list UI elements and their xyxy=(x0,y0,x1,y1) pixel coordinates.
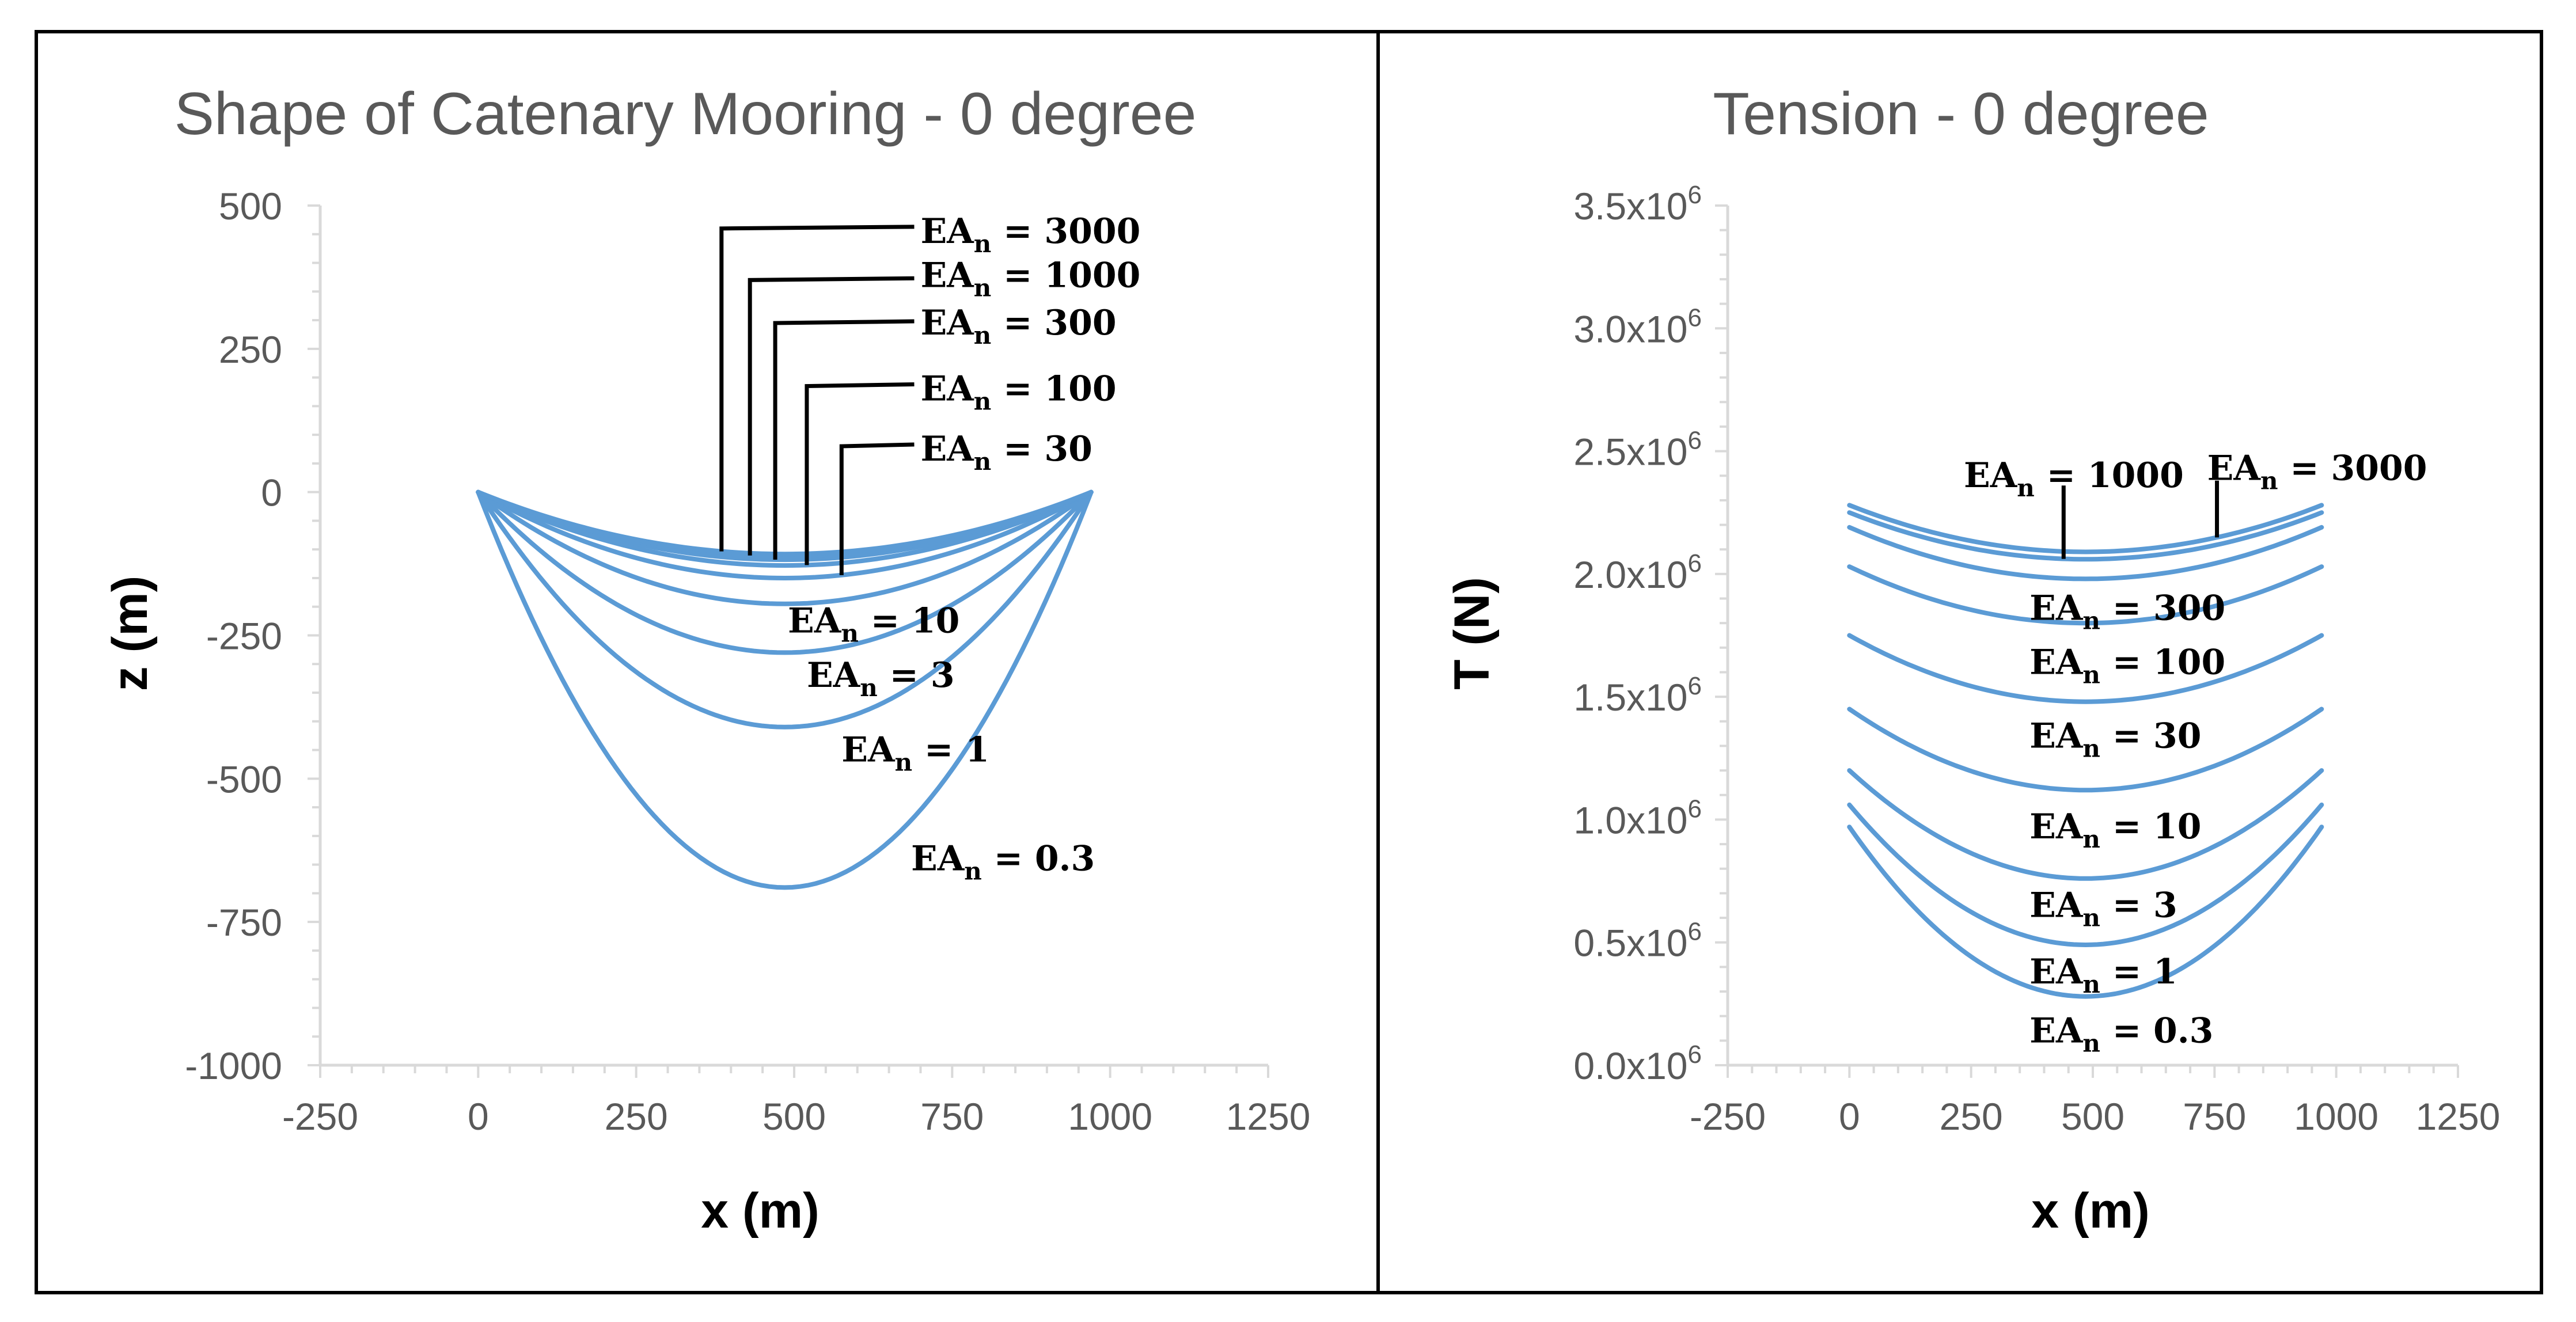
tension-curve-ean-1000 xyxy=(1847,510,2324,562)
shape-chart-y-axis-label: z (m) xyxy=(103,576,158,692)
shape-leader-ean-1000 xyxy=(748,276,915,556)
tension-curve-ean-10 xyxy=(1847,706,2324,793)
shape-curve-ean-3000 xyxy=(476,489,1094,557)
shape-curve-ean-10 xyxy=(476,489,1094,606)
tension-curve-ean-300 xyxy=(1847,525,2324,582)
shape-x-tick-label: -250 xyxy=(282,1095,358,1138)
tension-curve-ean-100 xyxy=(1847,564,2324,626)
tension-label-ean-0-3: EAn = 0.3 xyxy=(2029,1011,2213,1057)
shape-label-ean-3: EAn = 3 xyxy=(807,655,955,702)
shape-label-ean-3000: EAn = 3000 xyxy=(920,211,1140,258)
shape-chart: Shape of Catenary Mooring - 0 degree x (… xyxy=(103,81,1310,1239)
shape-y-tick-label: -500 xyxy=(206,758,282,800)
tension-curve-ean-1 xyxy=(1847,802,2324,947)
shape-chart-axes: -250 0 250 500 750 1000 1250 -1000 -750 -500 -250 0… xyxy=(185,185,1310,1138)
shape-label-ean-100: EAn = 100 xyxy=(920,369,1116,416)
shape-label-ean-30: EAn = 30 xyxy=(920,429,1092,476)
tension-label-ean-30: EAn = 30 xyxy=(2029,716,2201,762)
shape-label-ean-10: EAn = 10 xyxy=(788,601,959,648)
right-panel-border xyxy=(1376,30,2543,1294)
shape-x-tick-label: 500 xyxy=(762,1095,826,1138)
shape-curve-ean-30 xyxy=(476,489,1094,580)
shape-y-tick-label: 250 xyxy=(219,328,282,371)
shape-y-tick-label: 500 xyxy=(219,185,282,227)
tension-y-tick-label: 0.5x106 xyxy=(1573,918,1702,964)
shape-leader-ean-100 xyxy=(805,382,915,565)
shape-curve-ean-1 xyxy=(476,489,1094,730)
tension-chart-title: Tension - 0 degree xyxy=(1713,81,2209,147)
shape-y-tick-label: -750 xyxy=(206,901,282,944)
tension-chart-x-axis-label: x (m) xyxy=(2031,1183,2149,1239)
shape-y-tick-label: -1000 xyxy=(185,1044,282,1087)
tension-chart-curves xyxy=(1847,503,2324,999)
shape-leader-ean-300 xyxy=(773,319,915,560)
tension-chart-y-axis-label: T (N) xyxy=(1444,577,1500,690)
tension-curve-ean-0-3 xyxy=(1847,825,2324,999)
tension-y-tick-label: 0.0x106 xyxy=(1573,1040,1702,1087)
tension-y-tick-label: 2.0x106 xyxy=(1573,549,1702,596)
shape-label-ean-300: EAn = 300 xyxy=(920,303,1116,350)
tension-y-tick-label: 3.0x106 xyxy=(1573,303,1702,350)
shape-label-ean-1: EAn = 1 xyxy=(841,730,989,777)
shape-chart-x-axis-label: x (m) xyxy=(701,1183,819,1239)
shape-x-tick-label: 1000 xyxy=(1068,1095,1152,1138)
shape-curve-ean-100 xyxy=(476,489,1094,568)
tension-label-ean-100: EAn = 100 xyxy=(2029,642,2225,689)
shape-chart-curves xyxy=(476,489,1094,890)
tension-x-tick-label: 0 xyxy=(1839,1095,1860,1138)
tension-chart-axes: -250 0 250 500 750 1000 1250 0.0x106 0.5x106 1.0x… xyxy=(1573,181,2500,1138)
tension-label-ean-1000: EAn = 1000 xyxy=(1964,455,2184,502)
shape-label-ean-1000: EAn = 1000 xyxy=(920,255,1140,302)
tension-curve-ean-30 xyxy=(1847,633,2324,704)
shape-curve-ean-0-3 xyxy=(476,489,1094,890)
tension-x-tick-label: 1000 xyxy=(2294,1095,2378,1138)
shape-leader-ean-3000 xyxy=(719,225,915,552)
shape-label-ean-0-3: EAn = 0.3 xyxy=(911,839,1095,886)
shape-x-tick-label: 250 xyxy=(605,1095,668,1138)
tension-y-tick-label: 1.0x106 xyxy=(1573,795,1702,841)
tension-chart-annotations: EAn = 1000 EAn = 3000 EAn = 300 EAn = 100 EA… xyxy=(1964,448,2427,1057)
shape-y-tick-label: 0 xyxy=(261,472,282,514)
shape-x-tick-label: 1250 xyxy=(1226,1095,1311,1138)
tension-x-tick-label: 1250 xyxy=(2416,1095,2501,1138)
shape-y-tick-label: -250 xyxy=(206,615,282,658)
tension-curve-ean-3000 xyxy=(1847,503,2324,554)
tension-x-tick-label: 750 xyxy=(2183,1095,2246,1138)
tension-label-ean-3000: EAn = 3000 xyxy=(2207,448,2427,495)
shape-curve-ean-3 xyxy=(476,489,1094,655)
tension-label-ean-3: EAn = 3 xyxy=(2029,886,2177,932)
tension-chart: Tension - 0 degree x (m) T (N) -250 0 250 5… xyxy=(1444,81,2500,1239)
tension-y-tick-label: 3.5x106 xyxy=(1573,181,1702,227)
tension-label-ean-300: EAn = 300 xyxy=(2029,588,2225,635)
shape-x-tick-label: 750 xyxy=(920,1095,984,1138)
tension-curve-ean-3 xyxy=(1847,768,2324,881)
shape-x-tick-label: 0 xyxy=(468,1095,489,1138)
tension-y-tick-label: 1.5x106 xyxy=(1573,672,1702,719)
shape-chart-title: Shape of Catenary Mooring - 0 degree xyxy=(174,81,1197,147)
tension-y-tick-label: 2.5x106 xyxy=(1573,427,1702,473)
tension-x-tick-label: 250 xyxy=(1940,1095,2003,1138)
tension-x-tick-label: -250 xyxy=(1690,1095,1766,1138)
tension-label-ean-10: EAn = 10 xyxy=(2029,807,2201,853)
tension-x-tick-label: 500 xyxy=(2061,1095,2124,1138)
tension-label-ean-1: EAn = 1 xyxy=(2029,952,2177,998)
shape-leader-ean-30 xyxy=(839,442,915,575)
